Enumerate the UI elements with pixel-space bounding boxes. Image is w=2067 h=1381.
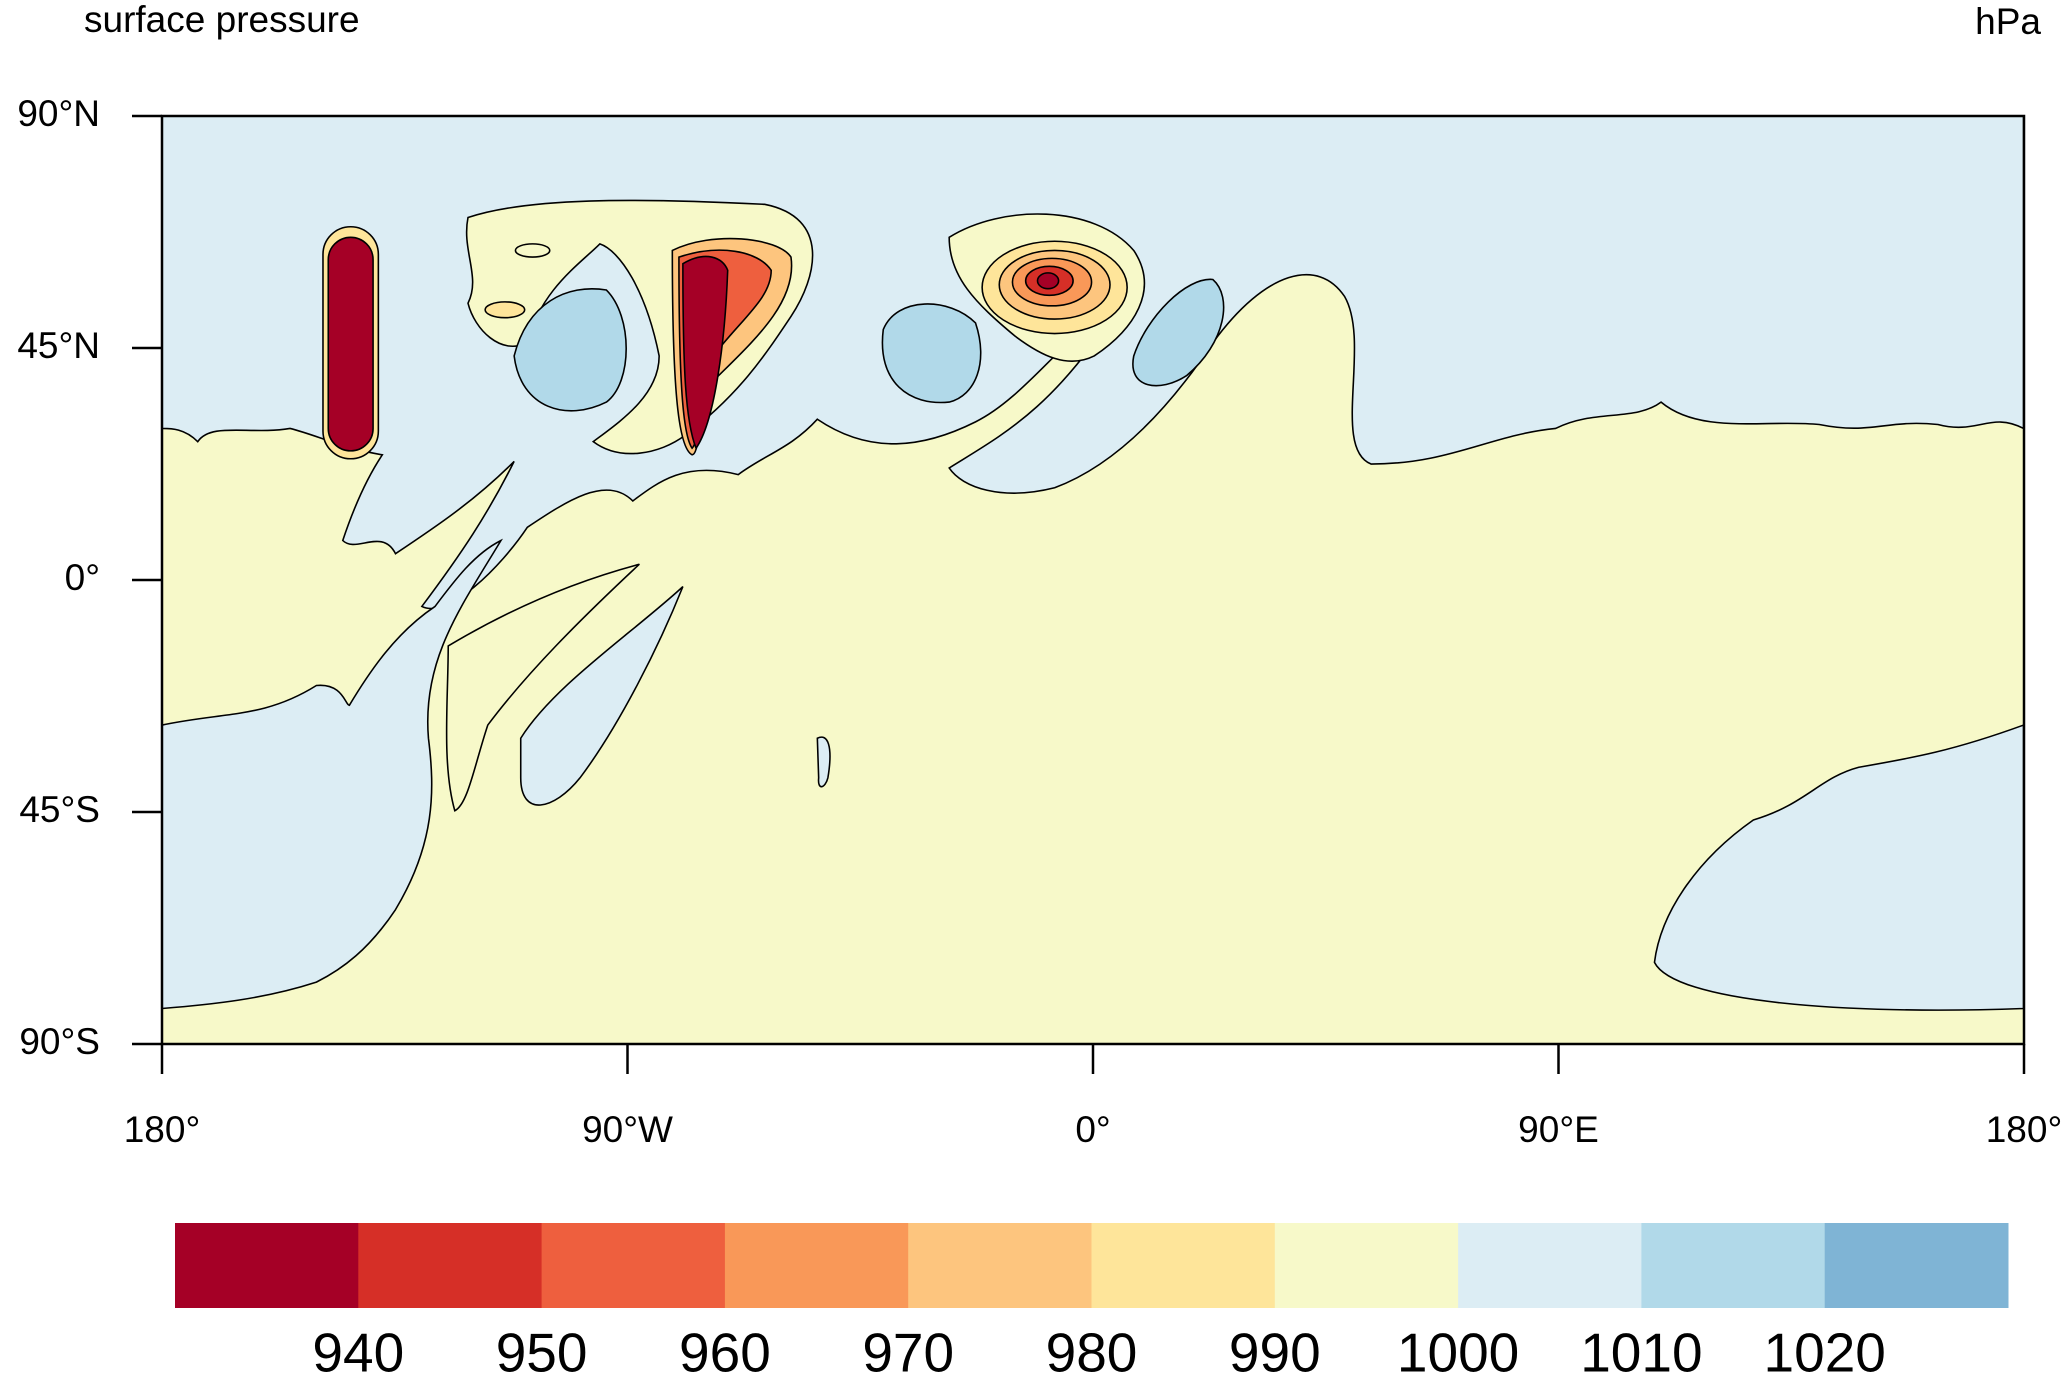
low-center [1036, 272, 1060, 290]
colorbar-label: 1020 [1764, 1322, 1886, 1381]
colorbar-label: 1010 [1580, 1322, 1702, 1381]
y-tick-label: 45°N [17, 325, 100, 366]
low-region [445, 563, 640, 812]
colorbar-box [1641, 1223, 1826, 1308]
colorbar-box [908, 1223, 1092, 1308]
y-tick-label: 90°N [17, 93, 100, 134]
colorbar-box [1458, 1223, 1642, 1308]
high-region [1653, 724, 2024, 1011]
high-region [816, 736, 831, 788]
axes: 180° 90°W 0° 90°E 180° 90°N 45°N 0° 45°S 90°S [17, 93, 2062, 1150]
colorbar-box [1091, 1223, 1276, 1308]
colorbar-box [175, 1223, 359, 1308]
low-region [514, 243, 551, 258]
x-tick-label: 90°E [1518, 1109, 1599, 1150]
y-tick-label: 45°S [19, 789, 100, 830]
colorbar-box [358, 1223, 543, 1308]
colorbar-box [1274, 1223, 1459, 1308]
x-tick-label: 180° [124, 1109, 201, 1150]
contour-field [162, 116, 2024, 1045]
colorbar: 940 950 960 970 980 990 1000 1010 1020 [175, 1223, 2009, 1381]
high-center [1132, 278, 1225, 387]
x-tick-label: 0° [1075, 1109, 1110, 1150]
units-label: hPa [1975, 1, 2041, 42]
colorbar-label: 1000 [1397, 1322, 1519, 1381]
high-region [162, 538, 504, 1010]
colorbar-box [541, 1223, 726, 1308]
colorbar-label: 940 [312, 1322, 404, 1381]
colorbar-label: 980 [1046, 1322, 1138, 1381]
colorbar-label: 970 [862, 1322, 954, 1381]
low-center [484, 301, 526, 319]
high-center [513, 288, 627, 412]
low-center [682, 255, 729, 450]
y-tick-label: 0° [65, 557, 100, 598]
colorbar-label: 960 [679, 1322, 771, 1381]
high-region [519, 586, 684, 806]
y-tick-label: 90°S [19, 1021, 100, 1062]
low-center [327, 236, 374, 452]
colorbar-label: 990 [1229, 1322, 1321, 1381]
colorbar-box [1824, 1223, 2009, 1308]
x-tick-label: 180° [1986, 1109, 2063, 1150]
high-center [881, 303, 982, 404]
x-tick-label: 90°W [582, 1109, 673, 1150]
colorbar-box [724, 1223, 909, 1308]
map-title: surface pressure [84, 0, 360, 40]
colorbar-label: 950 [496, 1322, 588, 1381]
